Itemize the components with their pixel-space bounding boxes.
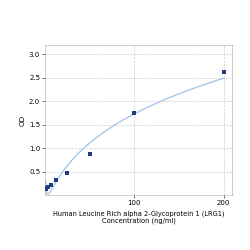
Y-axis label: OD: OD [20, 114, 26, 126]
Point [88, 152, 92, 156]
Point [48, 183, 52, 187]
Point [44, 187, 48, 191]
Point [46, 185, 50, 189]
Point [132, 111, 136, 115]
Point [44, 186, 48, 190]
Point [65, 170, 69, 174]
X-axis label: Human Leucine Rich alpha 2-Glycoprotein 1 (LRG1)
Concentration (ng/ml): Human Leucine Rich alpha 2-Glycoprotein … [53, 210, 224, 224]
Point [222, 70, 226, 74]
Point [54, 178, 58, 182]
